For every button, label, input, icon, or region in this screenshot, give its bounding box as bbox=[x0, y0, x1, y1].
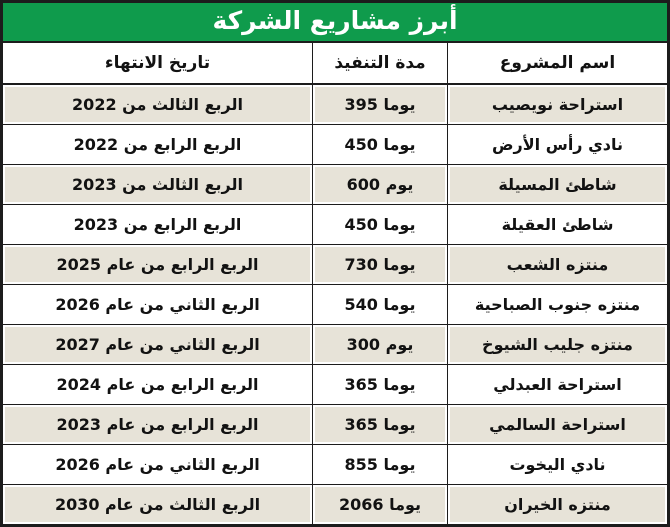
end-date-cell: الربع الثالث من 2023 bbox=[3, 165, 312, 204]
table-row: منتزه الخيران 2066 يوما الربع الثالث من … bbox=[3, 484, 667, 524]
table-row: استراحة السالمي 365 يوما الربع الرابع من… bbox=[3, 404, 667, 444]
table-title: أبرز مشاريع الشركة bbox=[212, 5, 458, 35]
project-name-cell: منتزه جنوب الصباحية bbox=[447, 285, 667, 324]
project-name-cell: شاطئ المسيلة bbox=[447, 165, 667, 204]
project-name-cell: نادي رأس الأرض bbox=[447, 125, 667, 164]
duration-cell: 855 يوما bbox=[312, 445, 447, 484]
table-row: استراحة العبدلي 365 يوما الربع الرابع من… bbox=[3, 364, 667, 404]
column-header-duration: مدة التنفيذ bbox=[312, 43, 447, 83]
duration-cell: 365 يوما bbox=[312, 365, 447, 404]
duration-cell: 450 يوما bbox=[312, 205, 447, 244]
duration-cell: 730 يوما bbox=[312, 245, 447, 284]
end-date-cell: الربع الرابع من عام 2024 bbox=[56, 375, 259, 394]
project-name-cell: نادي اليخوت bbox=[447, 445, 667, 484]
table-row: منتزه جليب الشيوخ 300 يوم الربع الثاني م… bbox=[3, 324, 667, 364]
table-row: منتزه جنوب الصباحية 540 يوما الربع الثان… bbox=[3, 284, 667, 324]
table-title-bar: أبرز مشاريع الشركة bbox=[3, 3, 667, 43]
end-date-cell: الربع الرابع من عام 2025 bbox=[3, 245, 312, 284]
end-date-cell: الربع الثاني من عام 2027 bbox=[3, 325, 312, 364]
table-row: شاطئ العقيلة 450 يوما الربع الرابع من 20… bbox=[3, 204, 667, 244]
end-date-cell: الربع الرابع من 2022 bbox=[73, 135, 242, 154]
duration-cell: 2066 يوما bbox=[312, 485, 447, 524]
column-header-project-name: اسم المشروع bbox=[447, 43, 667, 83]
table-row: استراحة نويصيب 395 يوما الربع الثالث من … bbox=[3, 85, 667, 124]
duration-cell: 600 يوم bbox=[312, 165, 447, 204]
project-name-cell: شاطئ العقيلة bbox=[447, 205, 667, 244]
end-date-cell: الربع الرابع من عام 2023 bbox=[3, 405, 312, 444]
project-name-cell: منتزه جليب الشيوخ bbox=[447, 325, 667, 364]
table-header-row: اسم المشروع مدة التنفيذ تاريخ الانتهاء bbox=[3, 43, 667, 85]
table-row: نادي رأس الأرض 450 يوما الربع الرابع من … bbox=[3, 124, 667, 164]
table-body: استراحة نويصيب 395 يوما الربع الثالث من … bbox=[3, 85, 667, 524]
table-row: نادي اليخوت 855 يوما الربع الثاني من عام… bbox=[3, 444, 667, 484]
duration-cell: 300 يوم bbox=[312, 325, 447, 364]
table-row: شاطئ المسيلة 600 يوم الربع الثالث من 202… bbox=[3, 164, 667, 204]
project-name-cell: منتزه الشعب bbox=[447, 245, 667, 284]
end-date-cell: الربع الثاني من عام 2026 bbox=[55, 455, 260, 474]
project-name-cell: استراحة العبدلي bbox=[447, 365, 667, 404]
project-name-cell: استراحة السالمي bbox=[447, 405, 667, 444]
project-name-cell: منتزه الخيران bbox=[447, 485, 667, 524]
end-date-cell: الربع الثالث من عام 2030 bbox=[3, 485, 312, 524]
duration-cell: 540 يوما bbox=[312, 285, 447, 324]
end-date-cell: الربع الرابع من 2023 bbox=[73, 215, 242, 234]
table-row: منتزه الشعب 730 يوما الربع الرابع من عام… bbox=[3, 244, 667, 284]
project-name-cell: استراحة نويصيب bbox=[447, 85, 667, 124]
column-header-end-date: تاريخ الانتهاء bbox=[104, 53, 211, 73]
duration-cell: 450 يوما bbox=[312, 125, 447, 164]
end-date-cell: الربع الثالث من 2022 bbox=[3, 85, 312, 124]
duration-cell: 395 يوما bbox=[312, 85, 447, 124]
duration-cell: 365 يوما bbox=[312, 405, 447, 444]
end-date-cell: الربع الثاني من عام 2026 bbox=[55, 295, 260, 314]
